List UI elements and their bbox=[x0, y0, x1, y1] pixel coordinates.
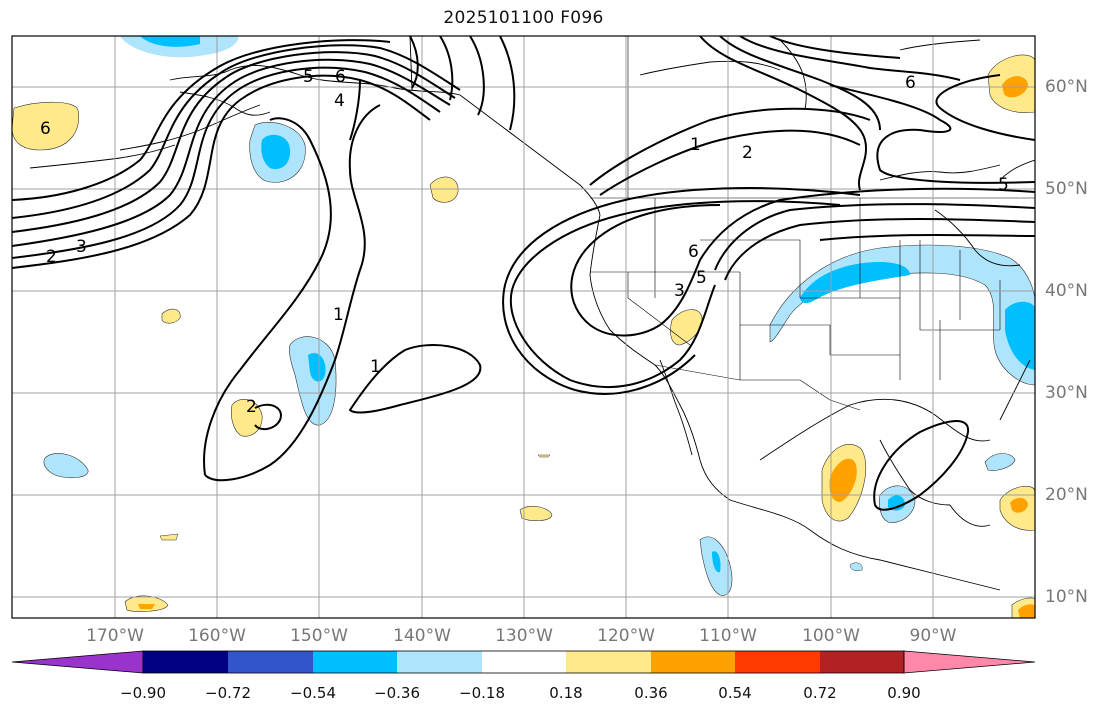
colorbar-tick: −0.18 bbox=[459, 684, 505, 702]
colorbar-tick: 0.72 bbox=[803, 684, 837, 702]
colorbar bbox=[11, 650, 1036, 674]
colorbar-extend-low bbox=[11, 650, 144, 674]
colorbar-segment bbox=[651, 651, 735, 673]
lon-label: 170°W bbox=[86, 626, 144, 646]
contour-label: 5 bbox=[998, 175, 1009, 195]
contour-label: 6 bbox=[905, 73, 916, 93]
lat-label: 20°N bbox=[1045, 485, 1088, 505]
colorbar-segment bbox=[566, 651, 651, 673]
lon-label: 120°W bbox=[597, 626, 655, 646]
lat-label: 10°N bbox=[1045, 587, 1088, 607]
colorbar-segment bbox=[482, 651, 566, 673]
contour-label: 6 bbox=[335, 67, 346, 87]
colorbar-segment bbox=[313, 651, 397, 673]
colorbar-tick: 0.18 bbox=[549, 684, 583, 702]
colorbar-segment bbox=[228, 651, 313, 673]
anomaly-fill bbox=[12, 36, 1035, 618]
colorbar-extend-high bbox=[903, 650, 1036, 674]
colorbar-tick: 0.90 bbox=[887, 684, 921, 702]
colorbar-tick: 0.54 bbox=[718, 684, 752, 702]
borders bbox=[590, 36, 1035, 411]
lat-label: 50°N bbox=[1045, 179, 1088, 199]
gridlines bbox=[12, 36, 1035, 618]
colorbar-tick: −0.72 bbox=[205, 684, 251, 702]
colorbar-tick: −0.36 bbox=[374, 684, 420, 702]
lat-label: 60°N bbox=[1045, 77, 1088, 97]
lon-label: 160°W bbox=[188, 626, 246, 646]
lon-label: 110°W bbox=[699, 626, 757, 646]
colorbar-segment bbox=[820, 651, 904, 673]
lon-label: 100°W bbox=[802, 626, 860, 646]
contour-label: 1 bbox=[690, 135, 701, 155]
map-title: 2025101100 F096 bbox=[443, 8, 604, 28]
map-frame bbox=[11, 35, 1036, 619]
contour-label: 2 bbox=[46, 247, 57, 267]
lon-label: 90°W bbox=[909, 626, 957, 646]
lon-label: 140°W bbox=[393, 626, 451, 646]
lon-label: 150°W bbox=[290, 626, 348, 646]
contour-label: 6 bbox=[40, 119, 51, 139]
contours bbox=[12, 36, 1035, 511]
contour-label: 3 bbox=[674, 281, 685, 301]
contour-label: 6 bbox=[688, 242, 699, 262]
contour-label: 3 bbox=[76, 237, 87, 257]
contour-label: 1 bbox=[333, 305, 344, 325]
colorbar-segment bbox=[397, 651, 482, 673]
colorbar-segment bbox=[143, 651, 228, 673]
contour-label: 4 bbox=[334, 91, 345, 111]
contour-label: 5 bbox=[696, 268, 707, 288]
lat-label: 30°N bbox=[1045, 383, 1088, 403]
lon-label: 130°W bbox=[495, 626, 553, 646]
contour-label: 2 bbox=[742, 143, 753, 163]
contour-label: 5 bbox=[303, 67, 314, 87]
colorbar-tick: −0.90 bbox=[120, 684, 166, 702]
colorbar-tick: 0.36 bbox=[634, 684, 668, 702]
colorbar-tick: −0.54 bbox=[290, 684, 336, 702]
contour-label: 2 bbox=[246, 397, 257, 417]
colorbar-segment bbox=[735, 651, 820, 673]
contour-label: 1 bbox=[370, 357, 381, 377]
lat-label: 40°N bbox=[1045, 281, 1088, 301]
